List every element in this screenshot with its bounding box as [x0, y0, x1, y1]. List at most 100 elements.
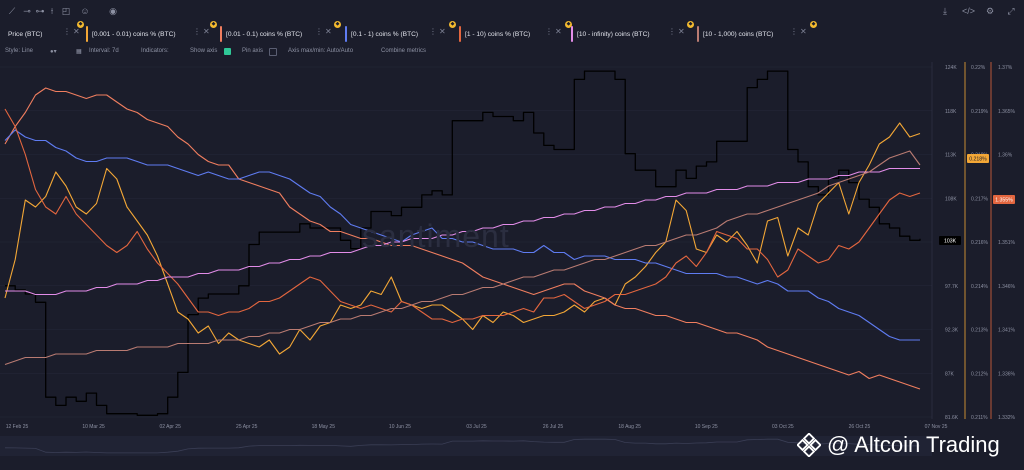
metric-menu-icon[interactable]: ⋮: [63, 27, 71, 36]
navigator[interactable]: [0, 436, 932, 456]
calendar-icon[interactable]: ▦: [76, 49, 82, 55]
series-line: [4, 129, 920, 341]
metric-tab-0001-001[interactable]: [0.001 - 0.01) coins % (BTC) ⋮ ✕ ◆: [86, 21, 217, 44]
metric-tab-1-10[interactable]: [1 - 10) coins % (BTC) ⋮ ✕ ◆: [459, 21, 572, 44]
x-tick-label: 07 Nov 25: [925, 424, 948, 430]
y-tick-label: 1.351%: [998, 240, 1016, 246]
x-axis-ticks: 12 Feb 25 10 Mar 25 02 Apr 25 25 Apr 25 18 M…: [6, 424, 948, 430]
metric-label: [1 - 10) coins % (BTC): [465, 30, 531, 38]
eye-icon[interactable]: ◉: [109, 6, 117, 16]
close-icon[interactable]: ✕: [800, 27, 807, 36]
metric-label: Price (BTC): [8, 30, 43, 38]
y-tick-label: 97.7K: [945, 284, 959, 290]
y-tick-label: 0.216%: [971, 240, 989, 246]
close-icon[interactable]: ✕: [203, 27, 210, 36]
expand-icon[interactable]: ⤢: [1007, 6, 1015, 16]
metric-tab-001-01[interactable]: [0.01 - 0.1) coins % (BTC) ⋮ ✕ ◆: [220, 21, 341, 44]
line-tool-icon[interactable]: ⟋: [8, 6, 16, 16]
grid: [0, 66, 932, 418]
metric-menu-icon[interactable]: ⋮: [315, 27, 323, 36]
metric-menu-icon[interactable]: ⋮: [193, 27, 201, 36]
color-swatch-icon[interactable]: ●▾: [50, 49, 57, 55]
metric-tabs: Price (BTC) ⋮ ✕ ◆ [0.001 - 0.01) coins %…: [0, 21, 1024, 44]
x-tick-label: 02 Apr 25: [159, 424, 181, 430]
top-toolbar: ⟋ ⊸ ⊶ ⟊ ◰ ☺ ◉ ⤓ </> ⚙ ⤢: [0, 0, 1024, 22]
binance-badge-icon: ◆: [687, 21, 694, 28]
current-value-text: 1.355%: [995, 198, 1013, 204]
binance-badge-icon: ◆: [810, 21, 817, 28]
metric-color-bar: [86, 26, 88, 42]
y-tick-label: 1.332%: [998, 415, 1016, 421]
show-axis-label: Show axis: [190, 48, 218, 54]
binance-badge-icon: ◆: [77, 21, 84, 28]
show-axis-checkbox[interactable]: [224, 48, 231, 55]
metric-menu-icon[interactable]: ⋮: [429, 27, 437, 36]
x-tick-label: 26 Jul 25: [543, 424, 564, 430]
chart-settings-bar: Style: Line ●▾ ▦ Interval: 7d Indicators…: [0, 47, 1024, 59]
close-icon[interactable]: ✕: [555, 27, 562, 36]
note-icon[interactable]: ◰: [61, 6, 71, 16]
binance-badge-icon: ◆: [565, 21, 572, 28]
axis-maxmin-select[interactable]: Axis max/min: Auto/Auto: [288, 48, 354, 54]
metric-color-bar: [459, 26, 461, 42]
indicators-select[interactable]: Indicators:: [141, 48, 169, 54]
metric-menu-icon[interactable]: ⋮: [545, 27, 553, 36]
current-value-badge: [967, 154, 989, 163]
metric-label: [10 - infinity) coins (BTC): [577, 30, 650, 38]
pin-axis-checkbox[interactable]: [269, 48, 277, 56]
close-icon[interactable]: ✕: [73, 27, 80, 36]
close-icon[interactable]: ✕: [678, 27, 685, 36]
close-icon[interactable]: ✕: [439, 27, 446, 36]
series-line: [5, 70, 921, 416]
x-tick-label: 12 Feb 25: [6, 424, 29, 430]
combine-metrics-button[interactable]: Combine metrics: [381, 48, 427, 54]
current-value-text: 0.218%: [969, 157, 987, 163]
series-line: [4, 87, 921, 390]
interval-select[interactable]: Interval: 7d: [89, 48, 119, 54]
metric-tab-01-1[interactable]: [0.1 - 1) coins % (BTC) ⋮ ✕ ◆: [345, 21, 456, 44]
y-tick-label: 1.341%: [998, 328, 1016, 334]
x-tick-label: 03 Oct 25: [772, 424, 794, 430]
metric-color-bar: [220, 26, 222, 42]
y-tick-label: 0.217%: [971, 196, 989, 202]
y-tick-label: 1.365%: [998, 109, 1016, 115]
current-value-text: 103K: [944, 239, 957, 245]
close-icon[interactable]: ✕: [325, 27, 332, 36]
y-tick-label: 0.212%: [971, 371, 989, 377]
pin-axis-label: Pin axis: [242, 48, 264, 54]
series-line: [4, 108, 921, 324]
y-tick-label: 108K: [945, 196, 957, 202]
binance-badge-icon: ◆: [449, 21, 456, 28]
metric-tab-10-1000[interactable]: [10 - 1,000) coins (BTC) ⋮ ✕ ◆: [697, 21, 817, 44]
y-tick-label: 92.3K: [945, 328, 959, 334]
x-tick-label: 18 Aug 25: [618, 424, 641, 430]
binance-badge-icon: ◆: [210, 21, 217, 28]
style-select[interactable]: Style: Line: [5, 48, 34, 54]
santiment-watermark: santiment: [362, 218, 510, 254]
y-tick-label: 113K: [945, 153, 957, 159]
download-icon[interactable]: ⤓: [943, 6, 947, 16]
binance-logo-icon: [796, 432, 822, 458]
metric-tab-price[interactable]: Price (BTC) ⋮ ✕ ◆: [8, 21, 84, 44]
metric-color-bar: [345, 26, 347, 42]
current-value-badge: [939, 236, 961, 245]
navigator-line: [4, 438, 920, 454]
series-line: [4, 150, 921, 366]
metric-menu-icon[interactable]: ⋮: [790, 27, 798, 36]
horizontal-line-icon[interactable]: ⊸: [23, 6, 31, 16]
vertical-line-icon[interactable]: ⊶: [35, 6, 45, 16]
x-tick-label: 18 May 25: [312, 424, 336, 430]
y-tick-label: 1.37%: [998, 65, 1013, 71]
y-tick-label: 118K: [945, 109, 957, 115]
metric-menu-icon[interactable]: ⋮: [668, 27, 676, 36]
metric-tab-10-infinity[interactable]: [10 - infinity) coins (BTC) ⋮ ✕ ◆: [571, 21, 694, 44]
metric-label: [0.1 - 1) coins % (BTC): [351, 30, 419, 38]
y-tick-label: 1.336%: [998, 371, 1016, 377]
y-tick-label: 81.6K: [945, 415, 959, 421]
current-value-badge: [993, 195, 1015, 204]
emoji-icon[interactable]: ☺: [80, 6, 90, 16]
embed-code-icon[interactable]: </>: [962, 6, 976, 16]
measure-icon[interactable]: ⟊: [50, 6, 54, 16]
gear-icon[interactable]: ⚙: [985, 6, 995, 16]
